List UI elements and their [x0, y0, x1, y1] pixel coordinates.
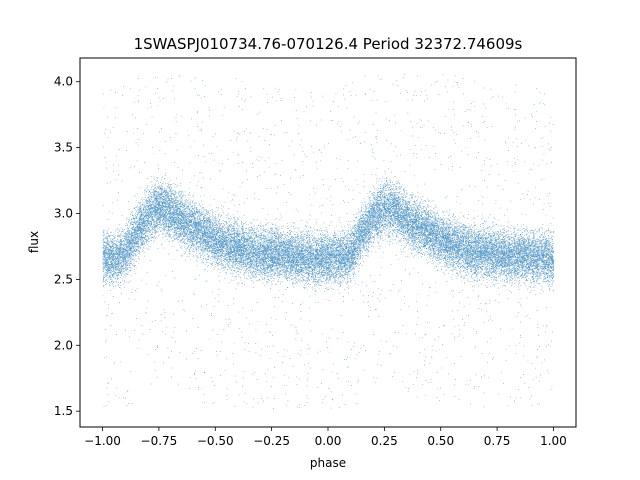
y-axis: 1.5 2.0 2.5 3.0 3.5 4.0: [54, 75, 80, 418]
x-axis: −1.00 −0.75 −0.50 −0.25 0.00 0.25 0.50 0.75 1.00: [84, 427, 567, 448]
x-tick-label: 1.00: [540, 434, 567, 448]
x-tick-label: −1.00: [84, 434, 121, 448]
x-tick-label: −0.75: [141, 434, 178, 448]
x-tick-label: −0.25: [253, 434, 290, 448]
x-tick-label: −0.50: [197, 434, 234, 448]
x-tick-label: 0.25: [371, 434, 398, 448]
y-tick-label: 4.0: [54, 75, 73, 89]
y-tick-label: 3.5: [54, 141, 73, 155]
scatter-points: [102, 73, 555, 409]
x-tick-label: 0.00: [315, 434, 342, 448]
y-axis-label: flux: [27, 231, 41, 253]
y-tick-label: 2.5: [54, 272, 73, 286]
data-points: [102, 73, 555, 409]
x-tick-label: 0.50: [427, 434, 454, 448]
x-tick-label: 0.75: [484, 434, 511, 448]
chart-title: 1SWASPJ010734.76-070126.4 Period 32372.7…: [134, 35, 523, 53]
y-tick-label: 1.5: [54, 404, 73, 418]
y-tick-label: 2.0: [54, 338, 73, 352]
y-tick-label: 3.0: [54, 207, 73, 221]
x-axis-label: phase: [310, 456, 346, 470]
